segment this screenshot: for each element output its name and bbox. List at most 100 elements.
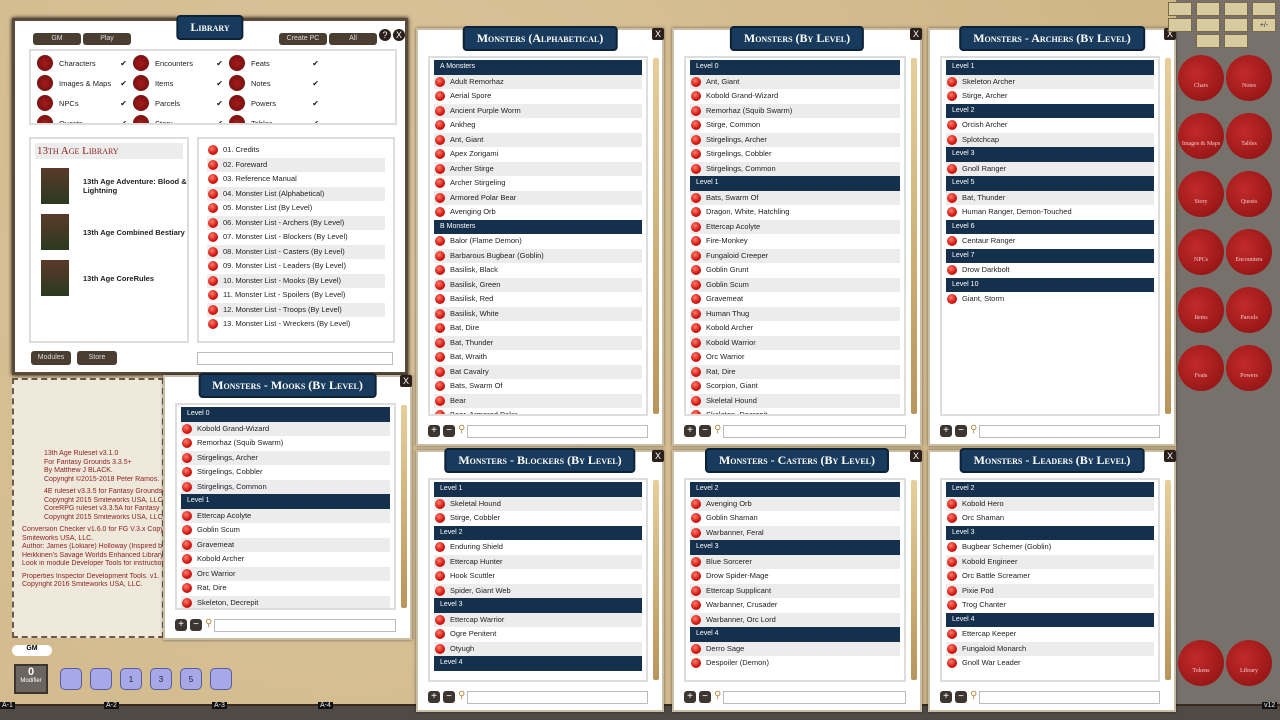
remove-icon[interactable]: − <box>190 619 202 631</box>
list-item[interactable]: Orc Shaman <box>946 511 1154 526</box>
tool-grid-icon[interactable] <box>1252 2 1276 16</box>
link-icon[interactable] <box>435 352 445 363</box>
list-item[interactable]: Stirge, Archer <box>946 89 1154 104</box>
category-npcs[interactable]: NPCs ✔ <box>37 95 127 111</box>
list-item[interactable]: Scorpion, Giant <box>690 379 900 394</box>
tab-all[interactable]: All <box>329 33 377 45</box>
list-item[interactable]: Gravemeat <box>181 537 390 552</box>
list-item[interactable]: Ettercap Warrior <box>434 612 642 627</box>
list-item[interactable]: Ankheg <box>434 118 642 133</box>
link-icon[interactable] <box>691 91 701 102</box>
link-icon[interactable] <box>435 614 445 625</box>
list-item[interactable]: Human Thug <box>690 306 900 321</box>
link-icon[interactable] <box>435 91 445 102</box>
link-icon[interactable] <box>435 337 445 348</box>
link-icon[interactable] <box>435 410 445 414</box>
link-icon[interactable] <box>947 192 957 203</box>
link-icon[interactable] <box>947 236 957 247</box>
list-item[interactable]: Gnoll Ranger <box>946 161 1154 176</box>
list-item[interactable]: Kobold Hero <box>946 496 1154 511</box>
link-icon[interactable] <box>947 91 957 102</box>
list-item[interactable]: Apex Zorigami <box>434 147 642 162</box>
list-item[interactable]: Enduring Shield <box>434 540 642 555</box>
link-icon[interactable] <box>947 265 957 276</box>
list-item[interactable]: Stirgelings, Common <box>181 479 390 494</box>
list-item[interactable]: Pixie Pod <box>946 583 1154 598</box>
list-item[interactable]: Orc Warrior <box>690 350 900 365</box>
link-icon[interactable] <box>435 178 445 189</box>
list-item[interactable]: Kobold Archer <box>181 552 390 567</box>
link-icon[interactable] <box>182 597 192 608</box>
list-item[interactable]: Splotchcap <box>946 132 1154 147</box>
link-icon[interactable] <box>435 323 445 334</box>
tool-move-icon[interactable] <box>1196 34 1220 48</box>
sidebar-seal-notes[interactable]: Notes <box>1226 55 1272 101</box>
tool--icon[interactable]: +/- <box>1252 18 1276 32</box>
link-icon[interactable] <box>691 207 701 218</box>
link-icon[interactable] <box>691 571 701 582</box>
link-icon[interactable] <box>947 513 957 524</box>
list-item[interactable]: Bats, Swarm Of <box>434 379 642 394</box>
list-item[interactable]: Archer Stirgeling <box>434 176 642 191</box>
list-item[interactable]: Fire-Monkey <box>690 234 900 249</box>
link-icon[interactable] <box>435 498 445 509</box>
link-icon[interactable] <box>947 600 957 611</box>
link-icon[interactable] <box>691 513 701 524</box>
list-item[interactable]: Ant, Giant <box>690 74 900 89</box>
list-item[interactable]: Balor (Flame Demon) <box>434 234 642 249</box>
filter-input[interactable] <box>979 424 1160 438</box>
tool-unmask-icon[interactable] <box>1168 18 1192 32</box>
list-item[interactable]: Barbarous Bugbear (Goblin) <box>434 248 642 263</box>
sidebar-seal-chars[interactable]: Chars <box>1178 55 1224 101</box>
tool-lighting-icon[interactable] <box>1196 18 1220 32</box>
link-icon[interactable] <box>691 149 701 160</box>
category-parcels[interactable]: Parcels ✔ <box>133 95 223 111</box>
library-entry[interactable]: 05. Monster List (By Level) <box>207 201 385 216</box>
filter-input[interactable] <box>723 424 906 438</box>
remove-icon[interactable]: − <box>699 425 711 437</box>
add-icon[interactable]: + <box>684 425 696 437</box>
list-item[interactable]: Ettercap Supplicant <box>690 583 900 598</box>
link-icon[interactable] <box>182 423 192 434</box>
link-icon[interactable] <box>947 556 957 567</box>
list-item[interactable]: Avenging Orb <box>690 496 900 511</box>
list-item[interactable]: Warbanner, Feral <box>690 525 900 540</box>
add-icon[interactable]: + <box>428 691 440 703</box>
link-icon[interactable] <box>435 279 445 290</box>
list-item[interactable]: Skeleton, Decrepit <box>181 595 390 608</box>
library-entry[interactable]: 08. Monster List - Casters (By Level) <box>207 244 385 259</box>
link-icon[interactable] <box>947 120 957 131</box>
category-images-maps[interactable]: Images & Maps ✔ <box>37 75 127 91</box>
filter-input[interactable] <box>467 424 648 438</box>
list-item[interactable]: Bats, Swarm Of <box>690 190 900 205</box>
filter-input[interactable] <box>214 618 396 632</box>
list-item[interactable]: Dragon, White, Hatchling <box>690 205 900 220</box>
list-item[interactable]: Stirge, Common <box>690 118 900 133</box>
die-d8[interactable]: 3 <box>150 668 172 690</box>
scrollbar[interactable] <box>911 480 917 680</box>
list-item[interactable]: Ettercap Acolyte <box>690 219 900 234</box>
add-icon[interactable]: + <box>940 691 952 703</box>
category-quests[interactable]: Quests ✔ <box>37 115 127 123</box>
list-item[interactable]: Bear, Armored Polar <box>434 408 642 414</box>
link-icon[interactable] <box>691 221 701 232</box>
list-item[interactable]: Kobold Warrior <box>690 335 900 350</box>
category-items[interactable]: Items ✔ <box>133 75 223 91</box>
category-feats[interactable]: Feats ✔ <box>229 55 319 71</box>
list-item[interactable]: Archer Stirge <box>434 161 642 176</box>
list-item[interactable]: Blue Sorcerer <box>690 554 900 569</box>
list-item[interactable]: Aerial Spore <box>434 89 642 104</box>
link-icon[interactable] <box>691 498 701 509</box>
link-icon[interactable] <box>691 410 701 414</box>
list-item[interactable]: Goblin Grunt <box>690 263 900 278</box>
list-item[interactable]: Armored Polar Bear <box>434 190 642 205</box>
library-search-input[interactable] <box>197 352 393 365</box>
scrollbar[interactable] <box>653 480 659 680</box>
scrollbar[interactable] <box>911 58 917 414</box>
list-item[interactable]: Drow Spider-Mage <box>690 569 900 584</box>
close-button[interactable]: X <box>400 375 412 387</box>
link-icon[interactable] <box>691 323 701 334</box>
add-icon[interactable]: + <box>940 425 952 437</box>
link-icon[interactable] <box>435 192 445 203</box>
list-item[interactable]: Bat, Wraith <box>434 350 642 365</box>
